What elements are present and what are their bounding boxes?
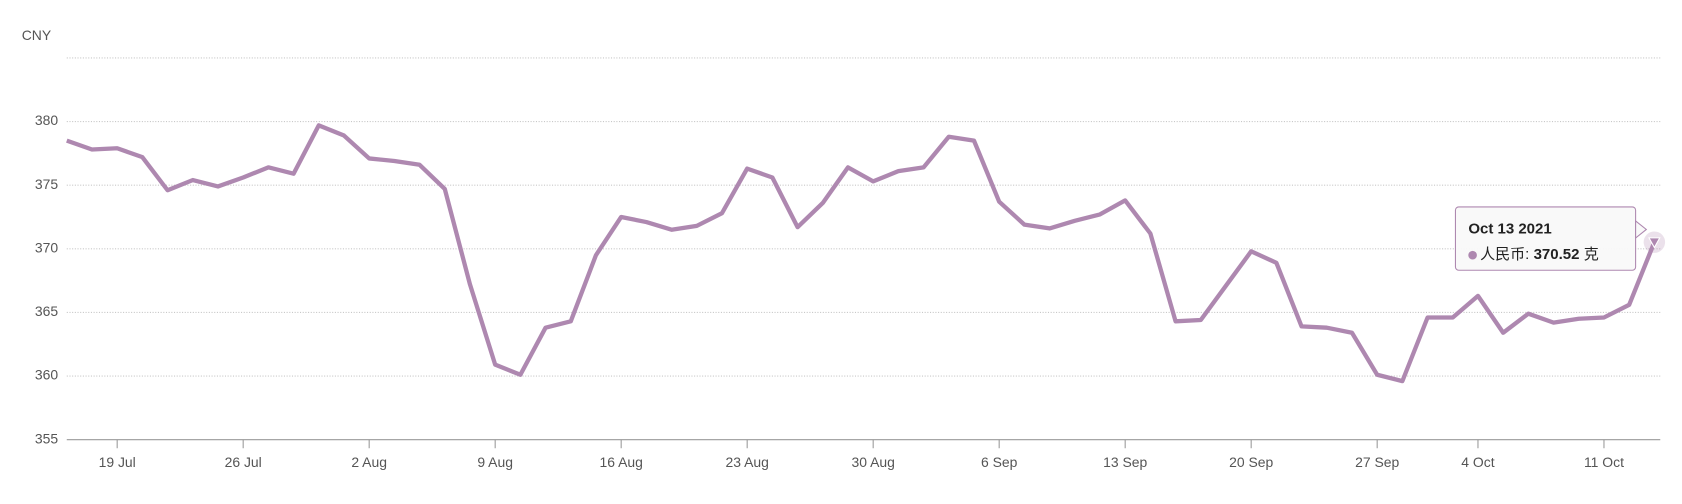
tooltip-title: Oct 13 2021	[1468, 220, 1551, 237]
x-tick-label: 20 Sep	[1229, 454, 1273, 470]
x-tick-label: 19 Jul	[99, 454, 136, 470]
hover-marker	[1648, 237, 1661, 249]
x-tick-label: 11 Oct	[1584, 454, 1624, 470]
y-tick-label: 380	[35, 112, 59, 128]
y-tick-label: 355	[35, 430, 59, 446]
tooltip-dot	[1468, 250, 1477, 260]
x-tick-label: 23 Aug	[725, 454, 768, 470]
x-tick-label: 9 Aug	[477, 454, 513, 470]
x-tick-label: 16 Aug	[599, 454, 642, 470]
tooltip: Oct 13 2021 人民币: 370.52 克	[1454, 206, 1648, 271]
x-tick-label: 4 Oct	[1461, 454, 1494, 470]
y-tick-label: 370	[35, 239, 59, 255]
x-tick-label: 27 Sep	[1355, 454, 1399, 470]
x-tick-label: 6 Sep	[981, 454, 1018, 470]
x-tick-label: 13 Sep	[1103, 454, 1147, 470]
tooltip-unit: 克	[1584, 246, 1599, 263]
line	[66, 123, 1657, 384]
tooltip-label: 人民币:	[1480, 246, 1529, 263]
tooltip-line: 人民币: 370.52 克	[1480, 246, 1599, 263]
tooltip-pointer	[1635, 219, 1648, 240]
x-tick-label: 2 Aug	[351, 454, 387, 470]
tooltip-value: 370.52	[1534, 246, 1580, 263]
y-tick-label: 360	[35, 367, 59, 383]
x-tick-label: 26 Jul	[225, 454, 262, 470]
y-tick-label: 365	[35, 303, 59, 319]
x-tick-label: 30 Aug	[851, 454, 894, 470]
y-tick-label: 375	[35, 176, 59, 192]
y-unit-label: CNY	[22, 27, 51, 43]
